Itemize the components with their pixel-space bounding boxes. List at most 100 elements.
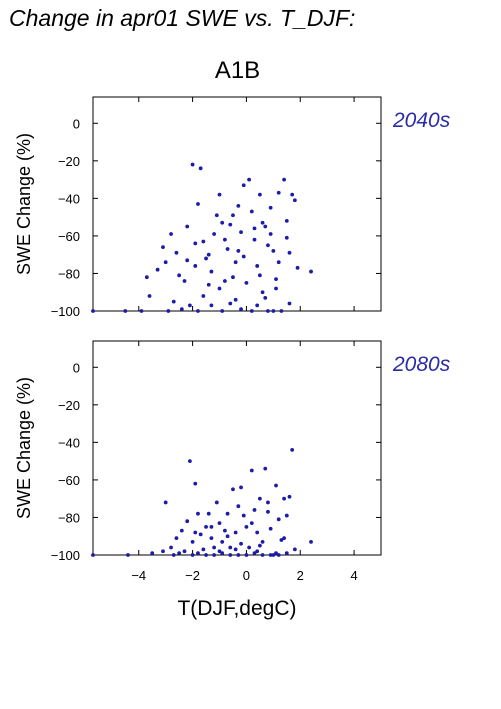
y-tick-label: −20 — [58, 398, 80, 413]
data-point — [217, 521, 222, 525]
data-point — [233, 547, 238, 552]
data-point — [249, 521, 254, 525]
data-point — [247, 545, 252, 550]
x-tick-label: −2 — [185, 568, 200, 583]
data-point — [263, 295, 268, 300]
data-point — [279, 309, 284, 313]
data-point — [260, 553, 265, 557]
data-point — [209, 524, 214, 529]
data-point — [225, 511, 230, 516]
data-point — [290, 192, 295, 197]
data-point — [182, 279, 187, 283]
data-point — [190, 162, 195, 167]
data-point — [249, 468, 254, 473]
data-point — [287, 250, 292, 255]
data-point — [249, 309, 254, 313]
data-point — [268, 232, 273, 236]
data-point — [126, 553, 130, 557]
data-point — [282, 177, 287, 182]
data-point — [228, 301, 233, 306]
data-point — [206, 511, 211, 516]
data-point — [214, 213, 219, 218]
data-point — [91, 553, 95, 557]
data-point — [161, 245, 165, 250]
data-point — [209, 536, 214, 541]
data-point — [187, 459, 192, 464]
x-axis-title: T(DJF,degC) — [177, 597, 296, 620]
data-point — [169, 232, 173, 236]
data-point — [179, 307, 184, 312]
data-point — [255, 264, 260, 268]
data-point — [263, 466, 268, 471]
data-point — [214, 500, 219, 505]
data-point — [206, 252, 211, 257]
data-point — [193, 530, 198, 535]
data-point — [276, 553, 281, 557]
data-point — [233, 530, 238, 535]
data-point — [295, 265, 300, 270]
y-tick-label: −20 — [58, 154, 80, 169]
data-point — [239, 230, 243, 235]
data-point — [174, 250, 179, 255]
data-point — [274, 483, 278, 488]
data-point — [266, 243, 270, 248]
y-tick-label: −40 — [58, 435, 80, 450]
data-point — [166, 309, 171, 313]
data-point — [266, 309, 270, 313]
data-point — [268, 526, 273, 531]
data-point — [198, 532, 203, 537]
data-point — [220, 551, 225, 556]
y-tick-label: 0 — [73, 360, 80, 375]
data-point — [206, 282, 211, 287]
data-point — [241, 254, 246, 259]
data-point — [196, 511, 200, 516]
data-point — [231, 213, 235, 218]
data-point — [204, 256, 208, 261]
data-point — [177, 551, 182, 556]
data-point — [217, 549, 222, 554]
data-point — [287, 494, 292, 499]
data-point — [209, 269, 214, 274]
data-point — [284, 551, 289, 556]
data-point — [268, 205, 273, 210]
data-point — [276, 517, 281, 522]
data-point — [252, 237, 257, 242]
data-point — [225, 247, 230, 251]
data-point — [236, 249, 241, 253]
data-point — [276, 260, 281, 265]
data-point — [231, 487, 235, 492]
data-point — [292, 198, 297, 203]
x-tick-label: −4 — [131, 568, 146, 583]
data-point — [266, 500, 270, 505]
data-point — [209, 303, 214, 308]
data-point — [171, 299, 176, 304]
data-point — [201, 239, 206, 244]
page-title: Change in apr01 SWE vs. T_DJF: — [9, 5, 356, 31]
data-point — [196, 202, 200, 206]
data-point — [212, 545, 217, 550]
data-point — [290, 447, 295, 452]
period-label: 2080s — [392, 353, 451, 376]
scenario-title: A1B — [214, 57, 261, 84]
data-point — [274, 286, 278, 291]
data-point — [271, 309, 276, 313]
data-point — [182, 549, 187, 554]
data-point — [282, 496, 287, 501]
data-point — [212, 232, 217, 236]
data-point — [212, 553, 217, 557]
data-point — [274, 277, 278, 281]
data-point — [220, 309, 225, 313]
data-point — [123, 309, 128, 313]
data-point — [239, 541, 243, 546]
plot-frame — [92, 96, 382, 312]
data-point — [163, 500, 168, 505]
data-point — [220, 220, 225, 225]
data-point — [255, 303, 260, 308]
data-point — [252, 226, 257, 231]
data-point — [263, 224, 268, 229]
data-point — [233, 297, 238, 302]
data-point — [271, 249, 276, 253]
data-point — [220, 539, 225, 544]
y-axis-title: SWE Change (%) — [14, 133, 34, 275]
